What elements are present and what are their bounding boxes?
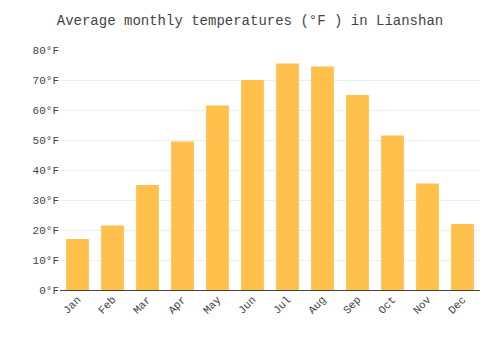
svg-text:Average monthly temperatures (: Average monthly temperatures (°F ) in Li…: [57, 13, 443, 29]
svg-text:Oct: Oct: [376, 294, 398, 316]
svg-text:Jan: Jan: [61, 294, 83, 316]
svg-text:Jun: Jun: [236, 294, 258, 316]
svg-text:80°F: 80°F: [33, 45, 59, 57]
svg-text:Dec: Dec: [446, 294, 468, 316]
svg-text:10°F: 10°F: [33, 255, 59, 267]
svg-text:0°F: 0°F: [39, 285, 59, 297]
svg-text:Apr: Apr: [166, 294, 188, 316]
svg-text:20°F: 20°F: [33, 225, 59, 237]
svg-text:70°F: 70°F: [33, 75, 59, 87]
svg-text:Aug: Aug: [306, 294, 328, 316]
svg-text:Mar: Mar: [131, 294, 153, 316]
svg-text:60°F: 60°F: [33, 105, 59, 117]
svg-text:Feb: Feb: [96, 294, 118, 316]
svg-text:40°F: 40°F: [33, 165, 59, 177]
svg-text:30°F: 30°F: [33, 195, 59, 207]
svg-text:May: May: [201, 294, 224, 317]
svg-text:50°F: 50°F: [33, 135, 59, 147]
svg-text:Sep: Sep: [341, 294, 363, 316]
svg-text:Nov: Nov: [411, 294, 434, 317]
svg-text:Jul: Jul: [271, 294, 293, 316]
